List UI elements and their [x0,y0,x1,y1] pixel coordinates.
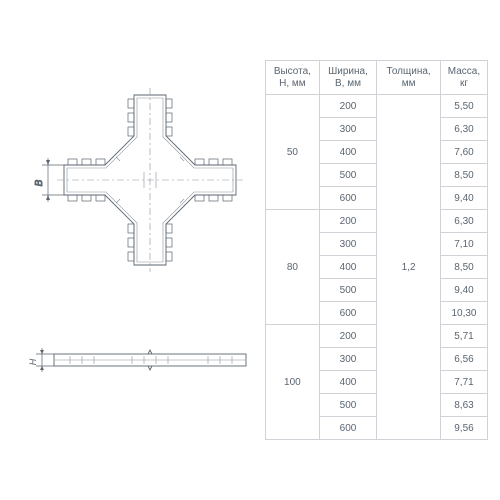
cell-mass: 8,50 [440,256,487,279]
col-mass: Масса,кг [440,61,487,95]
spec-table: Высота,H, мм Ширина,B, мм Толщина,мм Мас… [265,60,488,440]
cell-width: 500 [319,394,376,417]
cell-width: 400 [319,256,376,279]
cell-width: 300 [319,348,376,371]
cell-width: 200 [319,325,376,348]
table-row: 1002005,71 [266,325,488,348]
dim-label-b: B [34,179,45,186]
cell-width: 300 [319,118,376,141]
cell-width: 400 [319,141,376,164]
cell-height: 80 [266,210,320,325]
cell-mass: 6,56 [440,348,487,371]
cell-width: 200 [319,95,376,118]
cell-width: 200 [319,210,376,233]
side-view: H [12,342,257,382]
table-body: 502001,25,503006,304007,605008,506009,40… [266,95,488,440]
cell-width: 400 [319,371,376,394]
cell-width: 500 [319,164,376,187]
diagram-column: B [12,60,257,440]
cell-mass: 7,10 [440,233,487,256]
cell-height: 100 [266,325,320,440]
cell-mass: 8,50 [440,164,487,187]
cell-mass: 5,71 [440,325,487,348]
cell-width: 600 [319,187,376,210]
cell-mass: 5,50 [440,95,487,118]
cell-mass: 7,71 [440,371,487,394]
cell-mass: 6,30 [440,118,487,141]
cell-mass: 9,40 [440,279,487,302]
table-row: 502001,25,50 [266,95,488,118]
cell-height: 50 [266,95,320,210]
cell-width: 300 [319,233,376,256]
cell-mass: 8,63 [440,394,487,417]
table-row: 802006,30 [266,210,488,233]
col-height: Высота,H, мм [266,61,320,95]
page-wrap: B [0,30,500,470]
dim-label-h: H [28,358,38,365]
side-svg: H [12,342,257,382]
col-thick: Толщина,мм [377,61,441,95]
plan-svg: B [12,60,257,320]
cell-width: 500 [319,279,376,302]
spec-table-area: Высота,H, мм Ширина,B, мм Толщина,мм Мас… [265,60,488,440]
cell-width: 600 [319,302,376,325]
cell-mass: 9,40 [440,187,487,210]
plan-view: B [12,60,257,320]
col-width: Ширина,B, мм [319,61,376,95]
table-header-row: Высота,H, мм Ширина,B, мм Толщина,мм Мас… [266,61,488,95]
cell-mass: 7,60 [440,141,487,164]
cell-mass: 9,56 [440,417,487,440]
cell-mass: 10,30 [440,302,487,325]
cell-thickness: 1,2 [377,95,441,440]
cell-width: 600 [319,417,376,440]
cell-mass: 6,30 [440,210,487,233]
